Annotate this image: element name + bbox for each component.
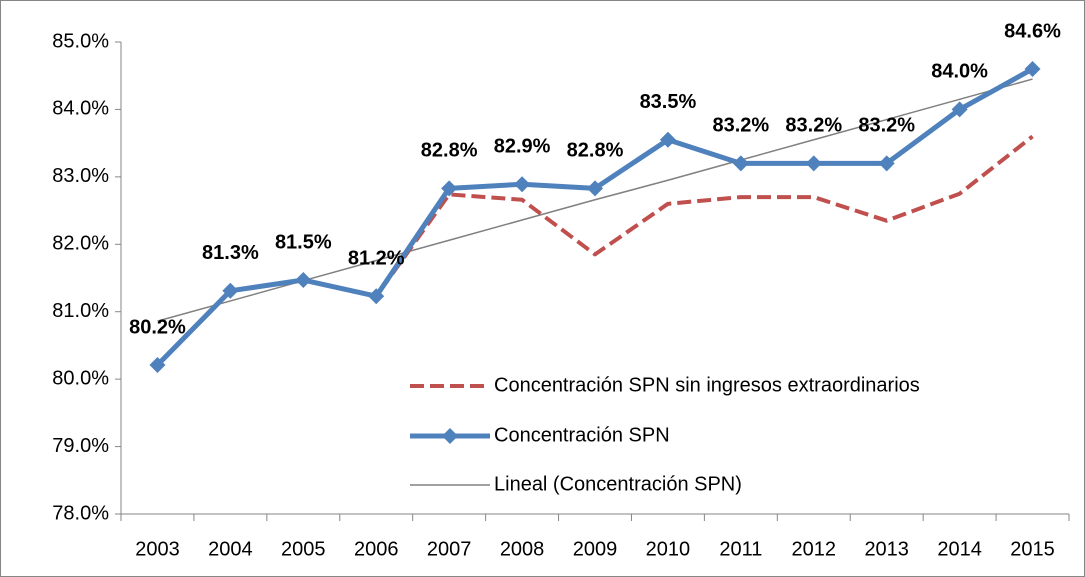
x-tick-label: 2010 [646,538,691,560]
data-label: 83.5% [640,91,697,113]
y-tick-label: 80.0% [52,367,109,389]
marker [732,155,749,172]
data-label: 83.2% [785,115,842,137]
x-tick-label: 2007 [427,538,472,560]
data-label: 84.0% [931,61,988,83]
data-label: 83.2% [858,115,915,137]
legend-label: Concentración SPN [494,424,670,446]
x-tick-label: 2008 [500,538,545,560]
x-tick-label: 2005 [281,538,326,560]
data-label: 82.9% [494,136,551,158]
marker [295,272,312,289]
x-tick-label: 2003 [135,538,180,560]
legend-label: Lineal (Concentración SPN) [494,473,742,495]
data-label: 81.5% [275,231,332,253]
x-tick-label: 2004 [208,538,253,560]
x-tick-label: 2011 [719,538,762,560]
y-tick-label: 82.0% [52,233,109,255]
marker [222,282,239,299]
marker [951,101,968,118]
marker [805,155,822,172]
marker [659,131,676,148]
data-label: 81.3% [202,242,259,264]
data-label: 82.8% [421,140,478,162]
x-tick-label: 2012 [792,538,837,560]
y-tick-label: 84.0% [52,98,109,120]
y-tick-label: 78.0% [52,502,109,524]
data-label: 81.2% [348,247,405,269]
series-line [156,134,1034,367]
x-tick-label: 2009 [573,538,618,560]
data-label: 83.2% [712,115,769,137]
data-label: 84.6% [1004,20,1061,42]
x-tick-label: 2013 [864,538,909,560]
x-tick-label: 2015 [1010,538,1055,560]
y-tick-label: 79.0% [52,435,109,457]
marker [441,180,458,197]
marker [878,155,895,172]
y-tick-label: 85.0% [52,30,109,52]
y-tick-label: 83.0% [52,165,109,187]
data-label: 82.8% [567,140,624,162]
marker [149,356,166,373]
marker [368,288,385,305]
x-tick-label: 2006 [354,538,399,560]
marker [587,180,603,197]
marker [514,176,531,193]
y-tick-label: 81.0% [52,300,109,322]
marker [1024,60,1041,77]
legend-label: Concentración SPN sin ingresos extraordi… [494,374,920,396]
data-label: 80.2% [129,316,186,338]
x-tick-label: 2014 [937,538,982,560]
legend-marker [442,428,458,444]
